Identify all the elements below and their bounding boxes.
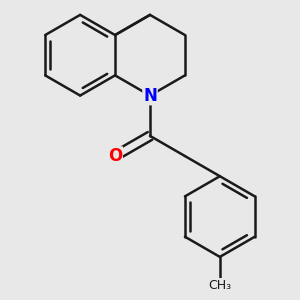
Text: N: N <box>143 86 157 104</box>
Text: O: O <box>108 147 122 165</box>
Text: CH₃: CH₃ <box>208 279 231 292</box>
